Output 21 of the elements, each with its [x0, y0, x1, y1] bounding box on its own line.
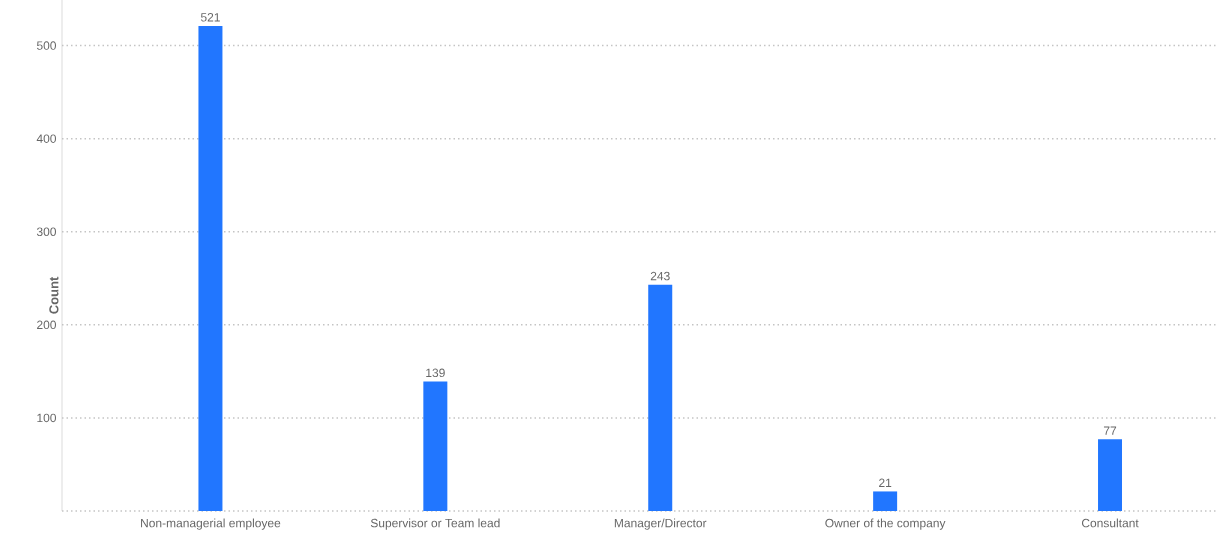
bar — [1098, 439, 1123, 511]
x-tick-label: Consultant — [1081, 518, 1139, 528]
bar — [873, 491, 898, 511]
bar — [423, 381, 448, 511]
x-tick-label: Manager/Director — [614, 518, 707, 530]
y-tick-label: 400 — [36, 134, 57, 143]
x-tick-label: Non-managerial employee — [141, 518, 281, 530]
y-tick-label: 300 — [36, 227, 57, 236]
data-label: 243 — [650, 271, 670, 281]
data-label: 21 — [879, 478, 892, 487]
x-tick-label: Owner of the company — [825, 518, 946, 530]
y-tick-label: 100 — [37, 413, 57, 423]
y-axis-title: Count — [49, 276, 59, 314]
x-tick-label: Supervisor or Team lead — [370, 518, 500, 530]
data-label: 139 — [426, 368, 445, 378]
data-label: 77 — [1103, 426, 1117, 435]
bar — [198, 26, 223, 511]
data-label: 521 — [200, 13, 220, 22]
bar — [648, 284, 673, 511]
y-tick-label: 200 — [37, 320, 57, 330]
y-tick-label: 500 — [36, 41, 57, 50]
